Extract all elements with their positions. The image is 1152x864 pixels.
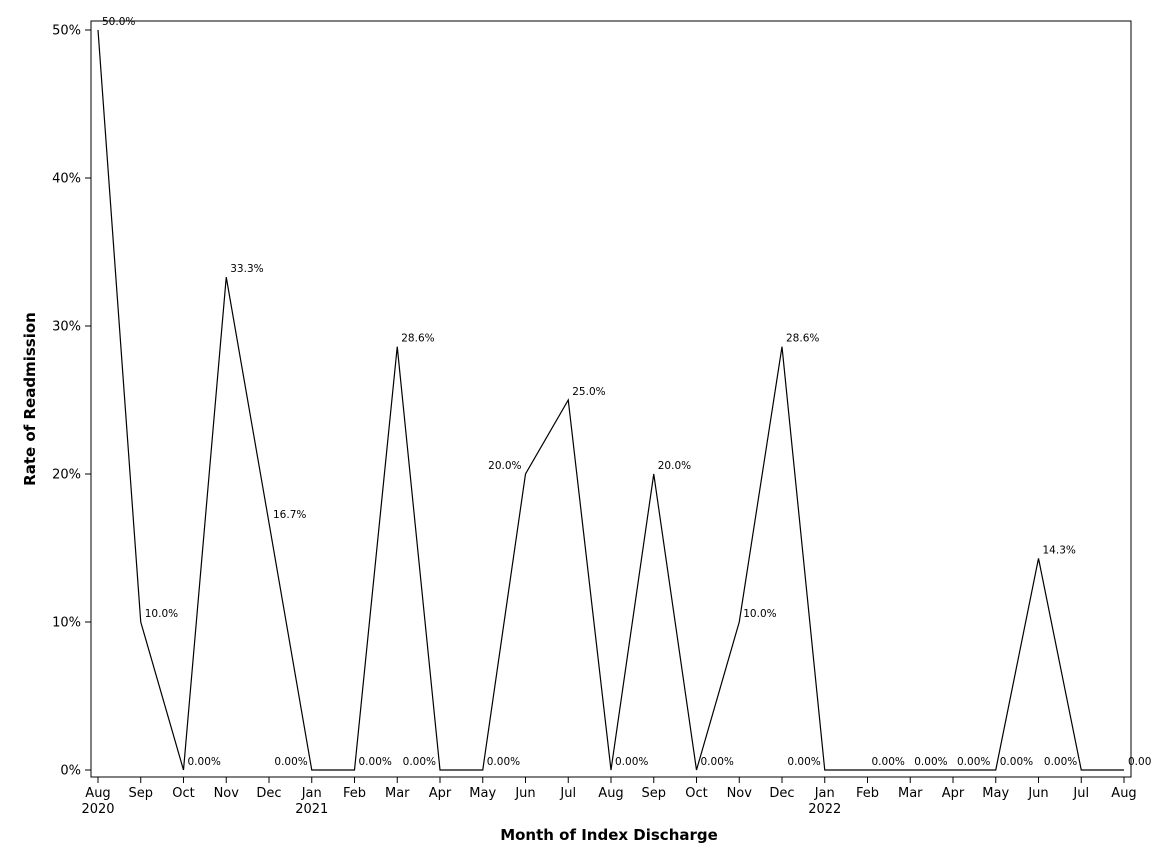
y-tick-label: 20%	[52, 468, 81, 483]
data-label: 28.6%	[401, 333, 434, 345]
y-tick-label: 0%	[60, 764, 81, 779]
data-labels: 50.0% 10.0% 0.00% 33.3% 16.7% 0.00% 0.00% 28.6%…	[102, 16, 1152, 768]
data-label: 0.00%	[615, 756, 648, 768]
data-label: 20.0%	[658, 460, 691, 472]
x-tick-label-month: Jun	[1027, 786, 1048, 801]
x-tick-label-month: Aug	[598, 786, 623, 801]
data-label: 0.00%	[787, 756, 820, 768]
data-label: 33.3%	[230, 263, 263, 275]
x-tick-label-month: Dec	[256, 786, 281, 801]
data-label: 10.0%	[743, 608, 776, 620]
data-label: 0.00%	[914, 756, 947, 768]
x-tick-label-month: Jul	[559, 786, 576, 801]
x-tick-label-month: Nov	[214, 786, 240, 801]
x-tick-label-month: Oct	[172, 786, 194, 801]
x-tick-label-month: Apr	[942, 786, 965, 801]
data-label: 0.00%	[1000, 756, 1033, 768]
x-tick-label-month: Apr	[429, 786, 452, 801]
x-tick-label-month: Jul	[1072, 786, 1089, 801]
x-tick-label-month: Jan	[814, 786, 835, 801]
x-axis-title: Month of Index Discharge	[500, 826, 718, 844]
data-label: 20.0%	[488, 460, 521, 472]
x-tick-label-month: May	[982, 786, 1009, 801]
data-label: 14.3%	[1043, 544, 1076, 556]
x-tick-label-year: 2021	[295, 802, 328, 817]
x-tick-label-month: May	[469, 786, 496, 801]
x-tick-label-year: 2020	[81, 802, 114, 817]
y-tick-label: 50%	[52, 24, 81, 39]
x-tick-label-month: Sep	[641, 786, 666, 801]
data-label: 50.0%	[102, 16, 135, 28]
data-label: 0.00%	[403, 756, 436, 768]
x-tick-label-year: 2022	[808, 802, 841, 817]
x-tick-label-month: Sep	[128, 786, 153, 801]
data-label: 0.00%	[1044, 756, 1077, 768]
data-label: 10.0%	[145, 608, 178, 620]
data-label: 0.00%	[274, 756, 307, 768]
x-tick-label-month: Aug	[85, 786, 110, 801]
x-tick-label-month: Dec	[769, 786, 794, 801]
y-tick-label: 40%	[52, 172, 81, 187]
data-label: 0.00%	[487, 756, 520, 768]
x-tick-label-month: Oct	[685, 786, 707, 801]
y-tick-label: 10%	[52, 616, 81, 631]
data-label: 0.00%	[188, 756, 221, 768]
x-tick-label-month: Mar	[898, 786, 923, 801]
readmission-rate-line	[97, 29, 1124, 771]
x-tick-label-month: Feb	[343, 786, 366, 801]
x-tick-label-month: Jan	[301, 786, 322, 801]
x-tick-label-month: Aug	[1111, 786, 1136, 801]
x-tick-label-month: Mar	[385, 786, 410, 801]
data-label: 16.7%	[273, 509, 306, 521]
data-label: 0.00%	[872, 756, 905, 768]
x-tick-label-month: Nov	[727, 786, 753, 801]
x-tick-label-month: Jun	[514, 786, 535, 801]
y-axis-title: Rate of Readmission	[21, 312, 39, 486]
data-label: 0.00%	[359, 756, 392, 768]
data-label: 0.00%	[957, 756, 990, 768]
data-label: 0.00%	[1128, 756, 1152, 768]
y-tick-label: 30%	[52, 320, 81, 335]
data-label: 28.6%	[786, 333, 819, 345]
data-label: 25.0%	[572, 386, 605, 398]
x-tick-label-month: Feb	[856, 786, 879, 801]
y-axis: 0% 10% 20% 30% 40% 50%	[52, 24, 91, 779]
data-label: 0.00%	[701, 756, 734, 768]
